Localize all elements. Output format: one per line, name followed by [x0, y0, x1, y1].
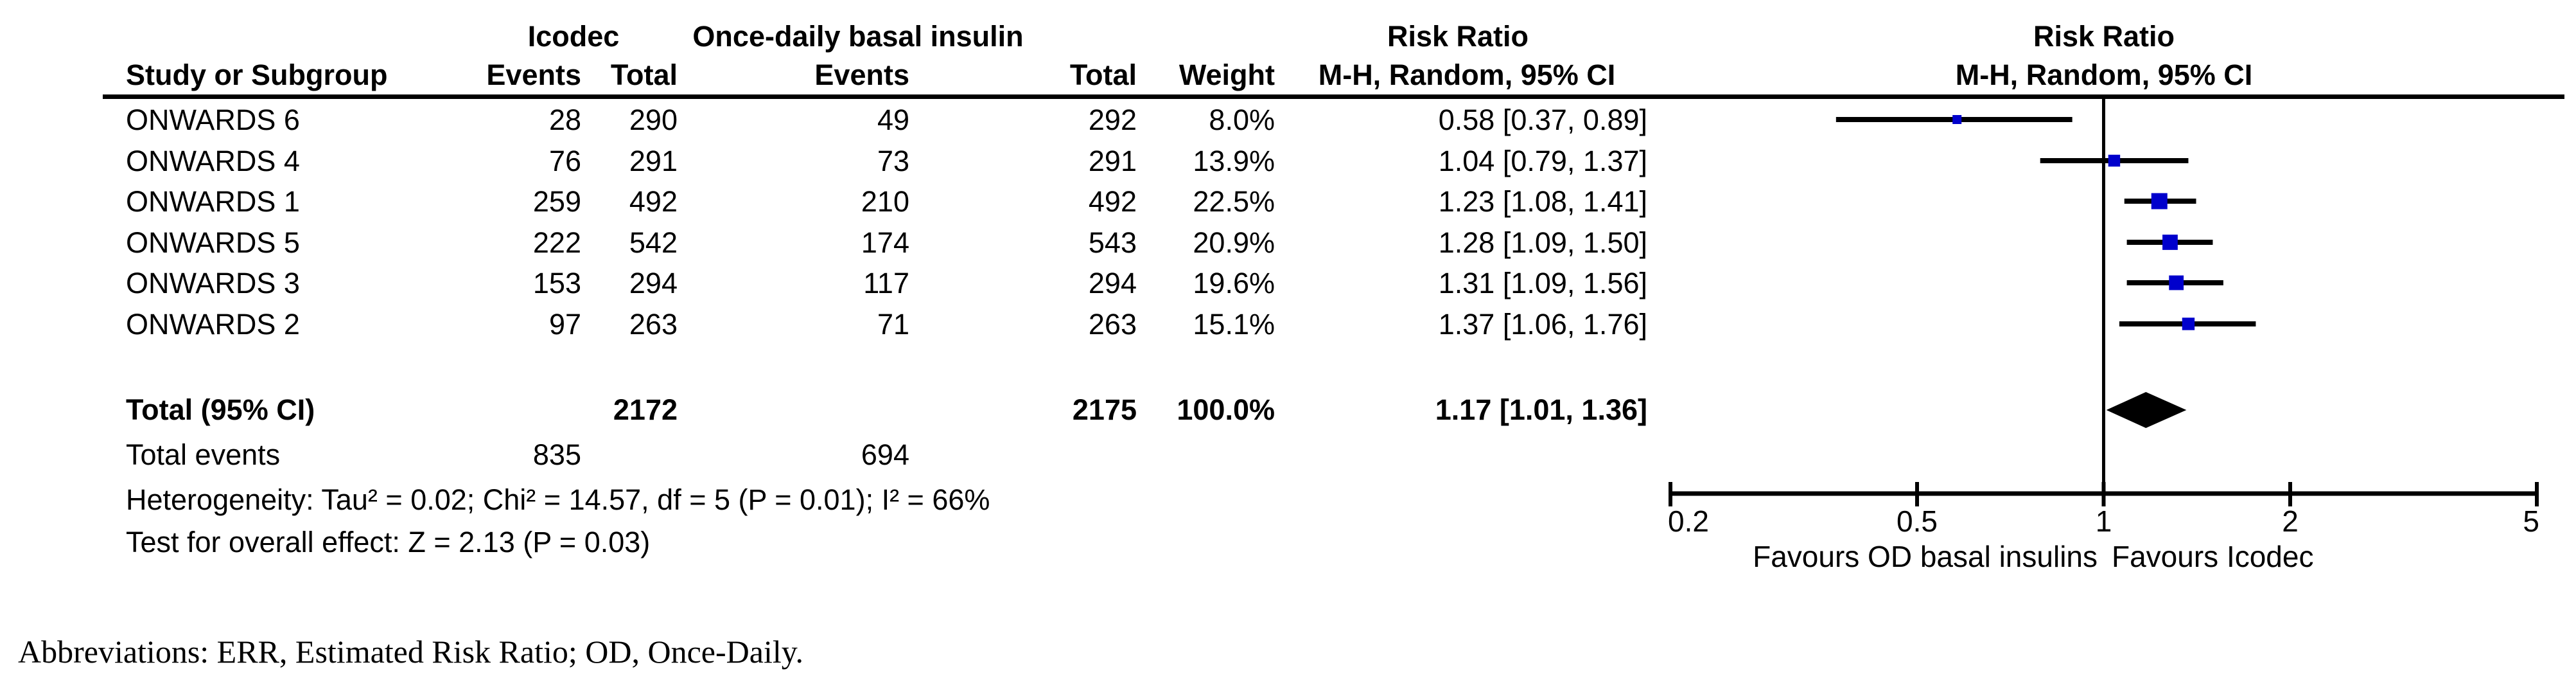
total-events-od: 694	[861, 438, 909, 471]
effect-marker	[1952, 115, 1962, 124]
weight-value: 8.0%	[1209, 103, 1275, 136]
effect-marker	[2182, 317, 2195, 330]
total-events-icodec: 835	[533, 438, 581, 471]
od-events: 71	[877, 308, 909, 341]
rr-ci-value: 0.58 [0.37, 0.89]	[1439, 103, 1647, 136]
axis-tick-label: 2	[2282, 504, 2299, 538]
column-total-icodec: Total	[611, 58, 678, 91]
weight-value: 15.1%	[1193, 308, 1275, 341]
icodec-events: 222	[533, 226, 581, 259]
rr-ci-value: 1.28 [1.09, 1.50]	[1439, 226, 1647, 259]
column-method-text: M-H, Random, 95% CI	[1319, 58, 1616, 91]
column-group-od: Once-daily basal insulin	[692, 20, 1023, 53]
icodec-total: 294	[629, 267, 678, 299]
effect-marker	[2108, 154, 2121, 167]
axis-tick-label: 0.2	[1668, 504, 1709, 538]
favours-left-label: Favours OD basal insulins	[1753, 540, 2098, 573]
study-name: ONWARDS 2	[126, 308, 300, 341]
axis-tick-label: 1	[2096, 504, 2112, 538]
effect-marker	[2151, 193, 2168, 210]
od-total: 263	[1089, 308, 1137, 341]
icodec-total: 263	[629, 308, 678, 341]
od-total: 291	[1089, 145, 1137, 177]
icodec-total: 291	[629, 145, 678, 177]
weight-value: 22.5%	[1193, 185, 1275, 218]
study-name: ONWARDS 4	[126, 145, 300, 177]
overall-effect-test: Test for overall effect: Z = 2.13 (P = 0…	[126, 526, 650, 558]
od-events: 117	[863, 267, 909, 299]
rr-ci-value: 1.23 [1.08, 1.41]	[1439, 185, 1647, 218]
column-events-icodec: Events	[486, 58, 581, 91]
study-row: ONWARDS 6 28 290 49 292 8.0% 0.58 [0.37, 0.89]	[126, 103, 1647, 136]
icodec-total: 290	[629, 103, 678, 136]
od-events: 174	[861, 226, 909, 259]
study-row: ONWARDS 1 259 492 210 492 22.5% 1.23 [1.08, 1.…	[126, 185, 1647, 218]
total-n-od: 2175	[1073, 393, 1137, 426]
study-rows: ONWARDS 6 28 290 49 292 8.0% 0.58 [0.37, 0.89]…	[126, 103, 1647, 341]
study-name: ONWARDS 5	[126, 226, 300, 259]
icodec-total: 542	[629, 226, 678, 259]
od-total: 292	[1089, 103, 1137, 136]
abbreviations-note: Abbreviations: ERR, Estimated Risk Ratio…	[18, 634, 803, 670]
rr-ci-value: 1.31 [1.09, 1.56]	[1439, 267, 1647, 299]
column-total-od: Total	[1070, 58, 1137, 91]
study-row: ONWARDS 2 97 263 71 263 15.1% 1.37 [1.06, 1.76…	[126, 308, 1647, 341]
od-events: 73	[877, 145, 909, 177]
icodec-events: 28	[549, 103, 581, 136]
plot-area: 0.2 0.5 1 2 5	[1668, 99, 2539, 538]
icodec-events: 97	[549, 308, 581, 341]
study-row: ONWARDS 3 153 294 117 294 19.6% 1.31 [1.09, 1.…	[126, 267, 1647, 299]
effect-title-plot: Risk Ratio	[2033, 20, 2175, 53]
weight-value: 20.9%	[1193, 226, 1275, 259]
rr-ci-value: 1.04 [0.79, 1.37]	[1439, 145, 1647, 177]
study-name: ONWARDS 6	[126, 103, 300, 136]
total-diamond	[2106, 392, 2187, 428]
column-weight: Weight	[1179, 58, 1275, 91]
od-events: 210	[861, 185, 909, 218]
axis-tick-label: 5	[2523, 504, 2539, 538]
weight-value: 13.9%	[1193, 145, 1275, 177]
total-weight: 100.0%	[1177, 393, 1275, 426]
column-events-od: Events	[814, 58, 909, 91]
icodec-total: 492	[629, 185, 678, 218]
effect-title-text: Risk Ratio	[1387, 20, 1529, 53]
od-total: 543	[1089, 226, 1137, 259]
header-rule	[103, 94, 2564, 99]
icodec-events: 153	[533, 267, 581, 299]
od-total: 294	[1089, 267, 1137, 299]
study-row: ONWARDS 4 76 291 73 291 13.9% 1.04 [0.79, 1.37…	[126, 145, 1647, 177]
study-name: ONWARDS 1	[126, 185, 300, 218]
od-events: 49	[877, 103, 909, 136]
weight-value: 19.6%	[1193, 267, 1275, 299]
total-events-label: Total events	[126, 438, 280, 471]
total-label: Total (95% CI)	[126, 393, 315, 426]
effect-marker	[2162, 235, 2178, 250]
total-n-icodec: 2172	[613, 393, 678, 426]
rr-ci-value: 1.37 [1.06, 1.76]	[1439, 308, 1647, 341]
icodec-events: 259	[533, 185, 581, 218]
icodec-events: 76	[549, 145, 581, 177]
study-row: ONWARDS 5 222 542 174 543 20.9% 1.28 [1.09, 1.…	[126, 226, 1647, 259]
column-group-icodec: Icodec	[528, 20, 620, 53]
column-study: Study or Subgroup	[126, 58, 387, 91]
od-total: 492	[1089, 185, 1137, 218]
total-rr-ci: 1.17 [1.01, 1.36]	[1435, 393, 1647, 426]
heterogeneity-stats: Heterogeneity: Tau² = 0.02; Chi² = 14.57…	[126, 483, 990, 516]
favours-right-label: Favours Icodec	[2112, 540, 2313, 573]
effect-marker	[2169, 275, 2184, 290]
study-name: ONWARDS 3	[126, 267, 300, 299]
column-method-plot: M-H, Random, 95% CI	[1956, 58, 2253, 91]
axis-tick-label: 0.5	[1897, 504, 1938, 538]
